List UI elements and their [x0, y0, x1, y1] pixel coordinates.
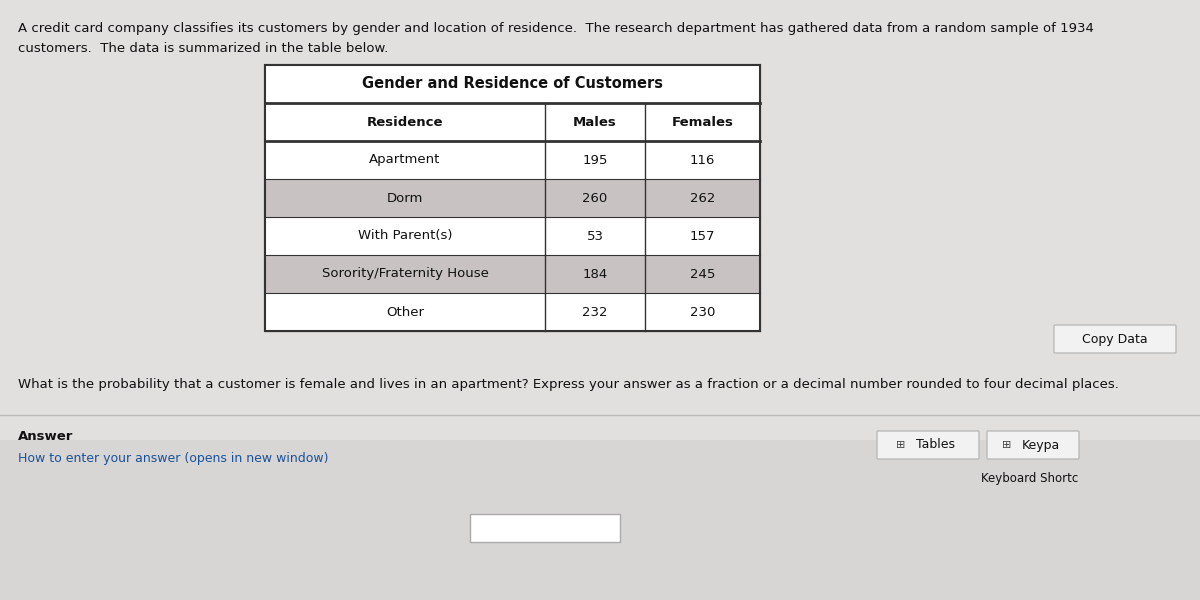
- FancyBboxPatch shape: [877, 431, 979, 459]
- Text: Other: Other: [386, 305, 424, 319]
- Text: Residence: Residence: [367, 115, 443, 128]
- FancyBboxPatch shape: [1054, 325, 1176, 353]
- Text: 53: 53: [587, 229, 604, 242]
- Bar: [265, 65, 760, 103]
- Text: How to enter your answer (opens in new window): How to enter your answer (opens in new w…: [18, 452, 329, 465]
- Text: Sorority/Fraternity House: Sorority/Fraternity House: [322, 268, 488, 280]
- Text: Keypa: Keypa: [1022, 439, 1061, 451]
- Bar: [265, 103, 760, 141]
- Bar: [0, 0, 1200, 440]
- Bar: [0, 440, 1200, 600]
- Text: Copy Data: Copy Data: [1082, 332, 1148, 346]
- Text: customers.  The data is summarized in the table below.: customers. The data is summarized in the…: [18, 42, 389, 55]
- Text: 262: 262: [690, 191, 715, 205]
- Text: Keyboard Shortc: Keyboard Shortc: [980, 472, 1078, 485]
- Text: 245: 245: [690, 268, 715, 280]
- FancyBboxPatch shape: [986, 431, 1079, 459]
- Bar: [265, 255, 760, 293]
- Text: ⊞: ⊞: [896, 440, 905, 450]
- Text: Answer: Answer: [18, 430, 73, 443]
- Bar: [265, 65, 760, 331]
- Bar: [265, 217, 760, 255]
- Text: Dorm: Dorm: [386, 191, 424, 205]
- Text: 260: 260: [582, 191, 607, 205]
- Text: 116: 116: [690, 154, 715, 166]
- Text: 184: 184: [582, 268, 607, 280]
- Text: Apartment: Apartment: [370, 154, 440, 166]
- Text: Males: Males: [574, 115, 617, 128]
- Text: Gender and Residence of Customers: Gender and Residence of Customers: [362, 76, 662, 91]
- Text: 232: 232: [582, 305, 607, 319]
- Text: What is the probability that a customer is female and lives in an apartment? Exp: What is the probability that a customer …: [18, 378, 1118, 391]
- Text: Tables: Tables: [916, 439, 955, 451]
- Bar: [265, 141, 760, 179]
- Text: 230: 230: [690, 305, 715, 319]
- Bar: [265, 179, 760, 217]
- Text: Females: Females: [672, 115, 733, 128]
- Bar: [470, 514, 620, 542]
- Bar: [265, 293, 760, 331]
- Text: With Parent(s): With Parent(s): [358, 229, 452, 242]
- Text: 195: 195: [582, 154, 607, 166]
- Text: A credit card company classifies its customers by gender and location of residen: A credit card company classifies its cus…: [18, 22, 1094, 35]
- Bar: [265, 65, 760, 331]
- Text: ⊞: ⊞: [1002, 440, 1012, 450]
- Text: 157: 157: [690, 229, 715, 242]
